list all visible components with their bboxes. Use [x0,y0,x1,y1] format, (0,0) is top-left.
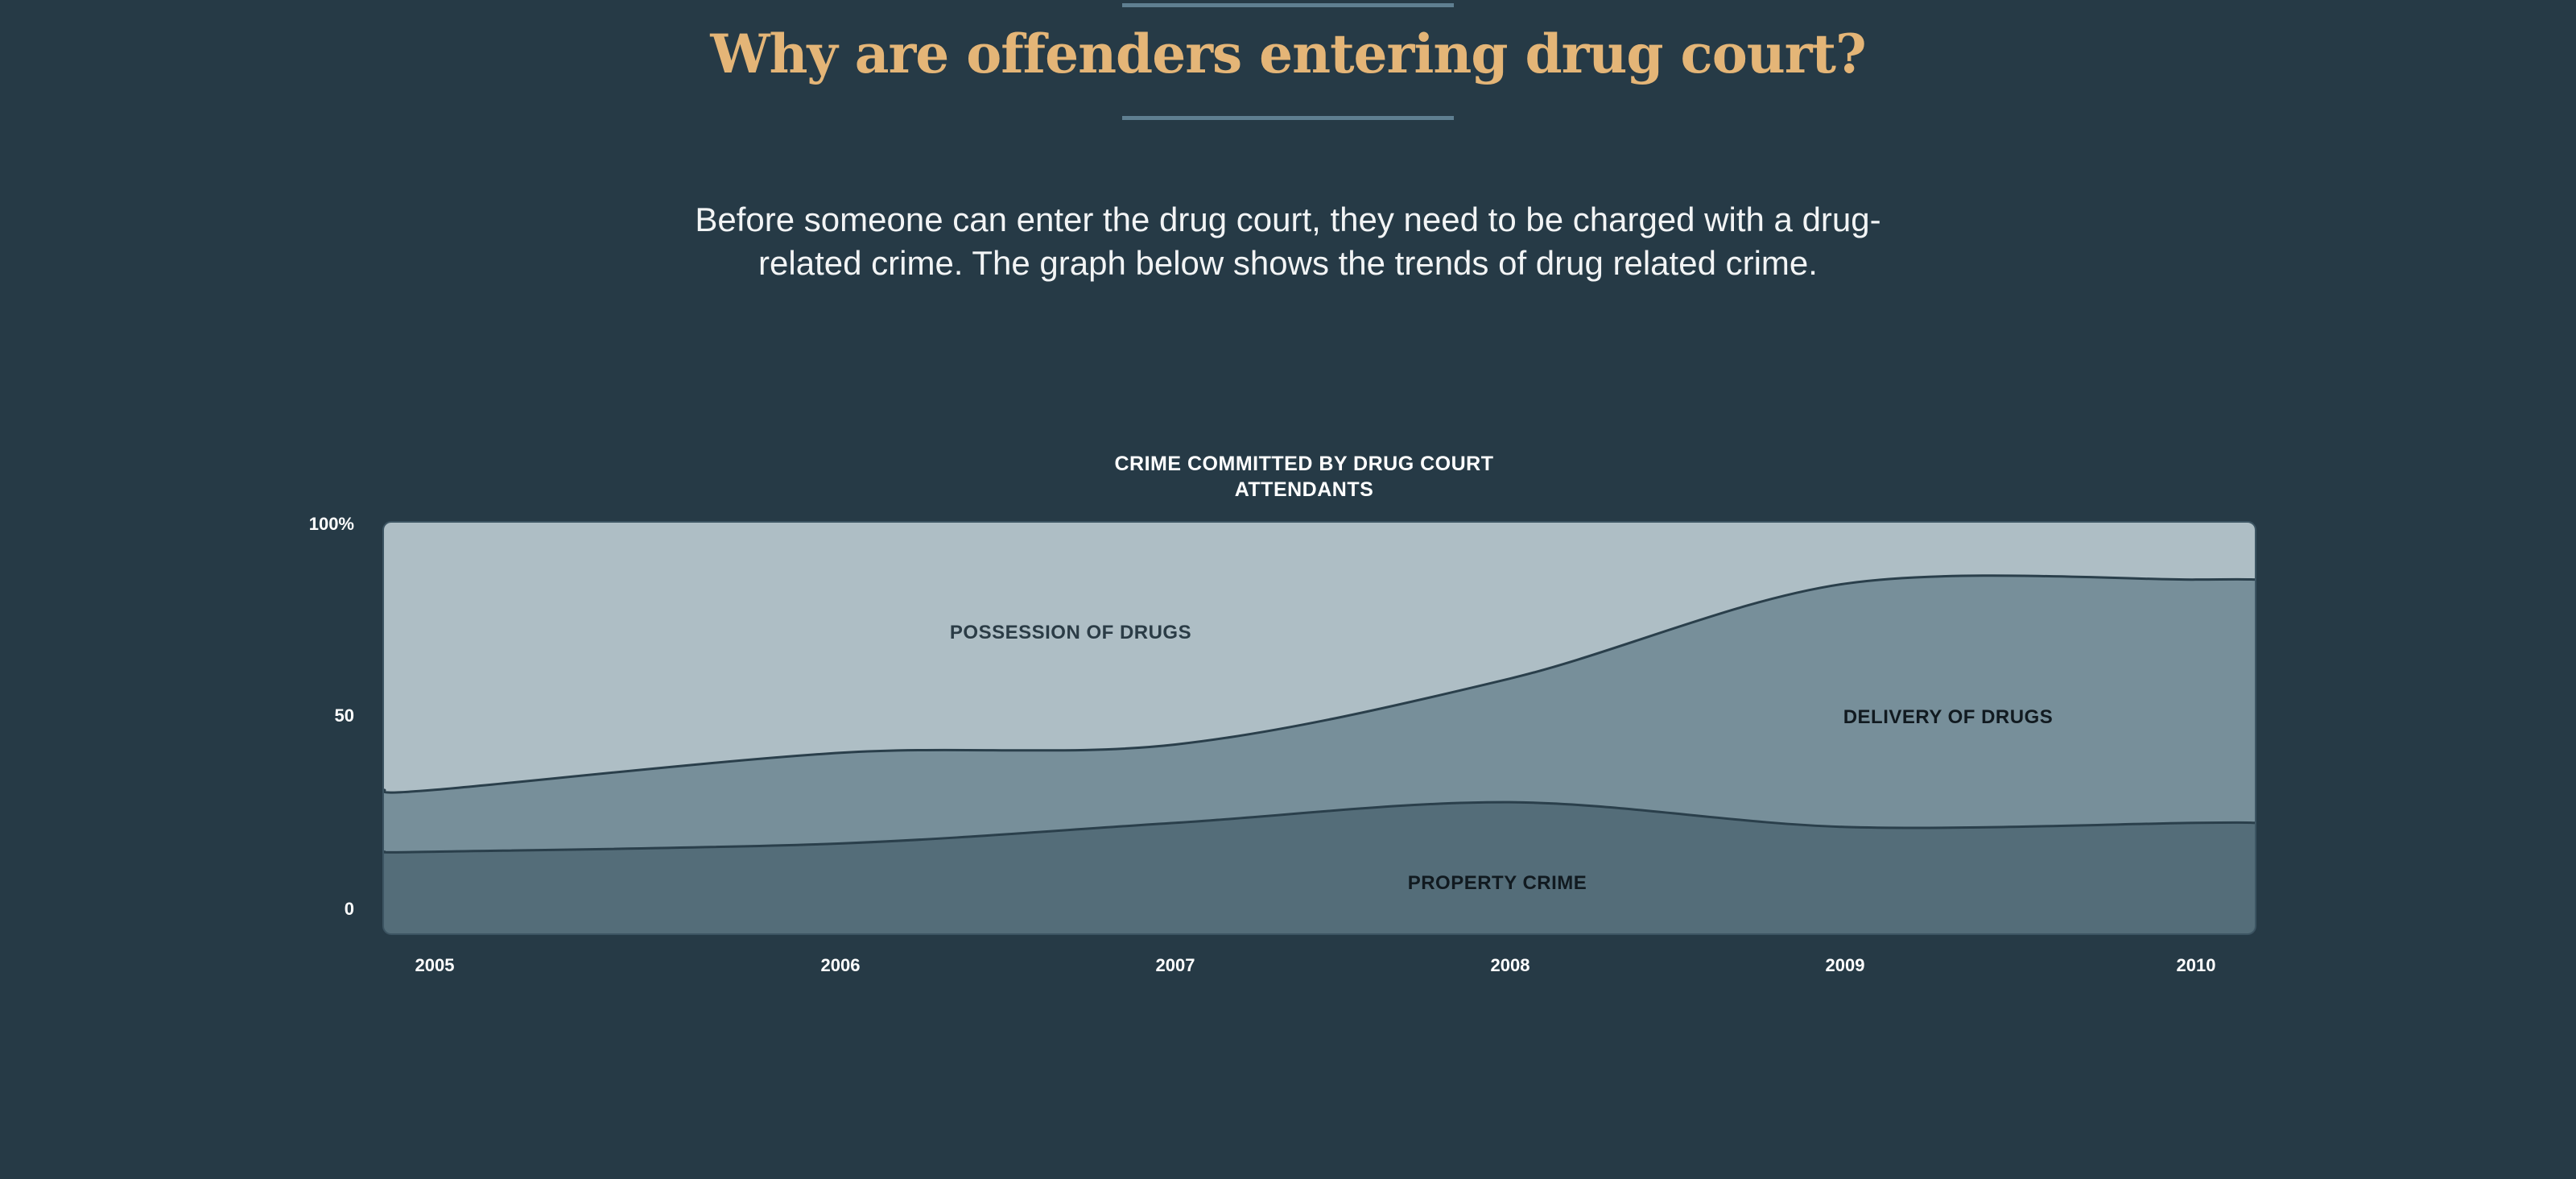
x-tick-label: 2009 [1826,955,1865,975]
area-property-crime [383,802,2256,934]
y-tick-label: 100% [309,514,354,534]
y-tick-label: 0 [345,899,354,919]
x-tick-label: 2006 [821,955,861,975]
title-rule-bottom [1122,116,1454,120]
area-delivery-of-drugs [383,575,2256,853]
x-tick-label: 2008 [1491,955,1530,975]
page-title: Why are offenders entering drug court? [710,23,1866,85]
series-label: DELIVERY OF DRUGS [1843,706,2054,728]
series-boundary-line [383,800,2256,854]
x-tick-label: 2010 [2177,955,2216,975]
area-possession-of-drugs [383,522,2256,793]
series-boundary-line [383,574,2256,794]
title-rule-top [1122,3,1454,7]
y-tick-label: 50 [335,705,354,726]
plot-area [383,522,2256,934]
plot-border [382,521,2256,935]
series-label: PROPERTY CRIME [1408,872,1587,894]
chart-title: CRIME COMMITTED BY DRUG COURT ATTENDANTS [1114,453,1494,501]
x-tick-label: 2005 [415,955,455,975]
x-tick-label: 2007 [1156,955,1195,975]
series-label: POSSESSION OF DRUGS [950,622,1191,643]
intro-text: Before someone can enter the drug court,… [695,201,1881,282]
